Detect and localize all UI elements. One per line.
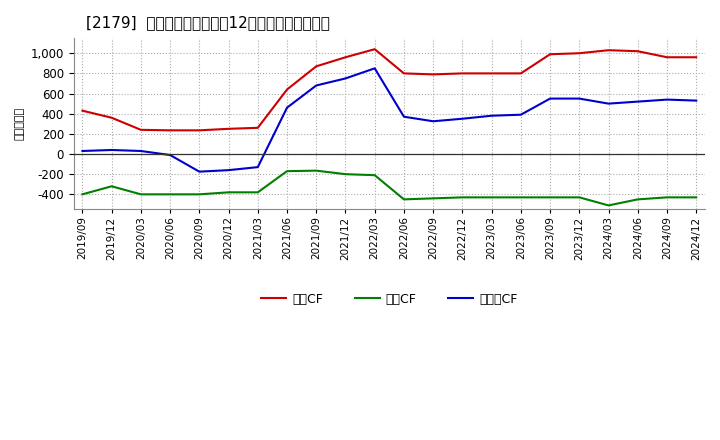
- Text: [2179]  キャッシュフローの12か月移動合計の推移: [2179] キャッシュフローの12か月移動合計の推移: [86, 15, 330, 30]
- 投資CF: [429, 196, 438, 201]
- 営業CF: [253, 125, 262, 130]
- フリーCF: [604, 101, 613, 106]
- フリーCF: [516, 112, 525, 117]
- フリーCF: [400, 114, 408, 119]
- 投資CF: [516, 195, 525, 200]
- 投資CF: [166, 192, 174, 197]
- 営業CF: [166, 128, 174, 133]
- 営業CF: [458, 71, 467, 76]
- 営業CF: [516, 71, 525, 76]
- フリーCF: [166, 152, 174, 158]
- 営業CF: [224, 126, 233, 132]
- Line: 投資CF: 投資CF: [82, 171, 696, 205]
- 投資CF: [458, 195, 467, 200]
- 投資CF: [575, 195, 584, 200]
- 営業CF: [604, 48, 613, 53]
- 営業CF: [692, 55, 701, 60]
- 営業CF: [634, 48, 642, 54]
- 営業CF: [195, 128, 204, 133]
- 営業CF: [575, 51, 584, 56]
- 投資CF: [634, 197, 642, 202]
- Line: 営業CF: 営業CF: [82, 49, 696, 130]
- 営業CF: [546, 51, 554, 57]
- Line: フリーCF: フリーCF: [82, 68, 696, 172]
- 投資CF: [662, 195, 671, 200]
- フリーCF: [546, 96, 554, 101]
- 営業CF: [78, 108, 86, 114]
- フリーCF: [458, 116, 467, 121]
- 投資CF: [107, 183, 116, 189]
- 営業CF: [283, 87, 292, 92]
- 営業CF: [137, 127, 145, 132]
- 営業CF: [429, 72, 438, 77]
- 投資CF: [78, 192, 86, 197]
- 営業CF: [341, 55, 350, 60]
- 投資CF: [253, 190, 262, 195]
- 投資CF: [341, 172, 350, 177]
- 投資CF: [400, 197, 408, 202]
- Legend: 営業CF, 投資CF, フリーCF: 営業CF, 投資CF, フリーCF: [256, 288, 523, 311]
- フリーCF: [137, 148, 145, 154]
- 投資CF: [604, 203, 613, 208]
- フリーCF: [370, 66, 379, 71]
- 営業CF: [487, 71, 496, 76]
- 営業CF: [400, 71, 408, 76]
- 投資CF: [195, 192, 204, 197]
- フリーCF: [634, 99, 642, 104]
- 投資CF: [692, 195, 701, 200]
- フリーCF: [575, 96, 584, 101]
- 営業CF: [107, 115, 116, 121]
- フリーCF: [487, 113, 496, 118]
- 投資CF: [224, 190, 233, 195]
- 営業CF: [662, 55, 671, 60]
- フリーCF: [224, 168, 233, 173]
- 投資CF: [137, 192, 145, 197]
- フリーCF: [662, 97, 671, 102]
- 投資CF: [283, 169, 292, 174]
- フリーCF: [78, 148, 86, 154]
- 投資CF: [487, 195, 496, 200]
- 投資CF: [312, 168, 320, 173]
- フリーCF: [107, 147, 116, 153]
- フリーCF: [692, 98, 701, 103]
- 投資CF: [370, 172, 379, 178]
- フリーCF: [312, 83, 320, 88]
- 営業CF: [370, 47, 379, 52]
- フリーCF: [283, 105, 292, 110]
- 営業CF: [312, 64, 320, 69]
- フリーCF: [253, 165, 262, 170]
- フリーCF: [429, 119, 438, 124]
- フリーCF: [341, 76, 350, 81]
- Y-axis label: （百万円）: （百万円）: [15, 107, 25, 140]
- フリーCF: [195, 169, 204, 174]
- 投資CF: [546, 195, 554, 200]
